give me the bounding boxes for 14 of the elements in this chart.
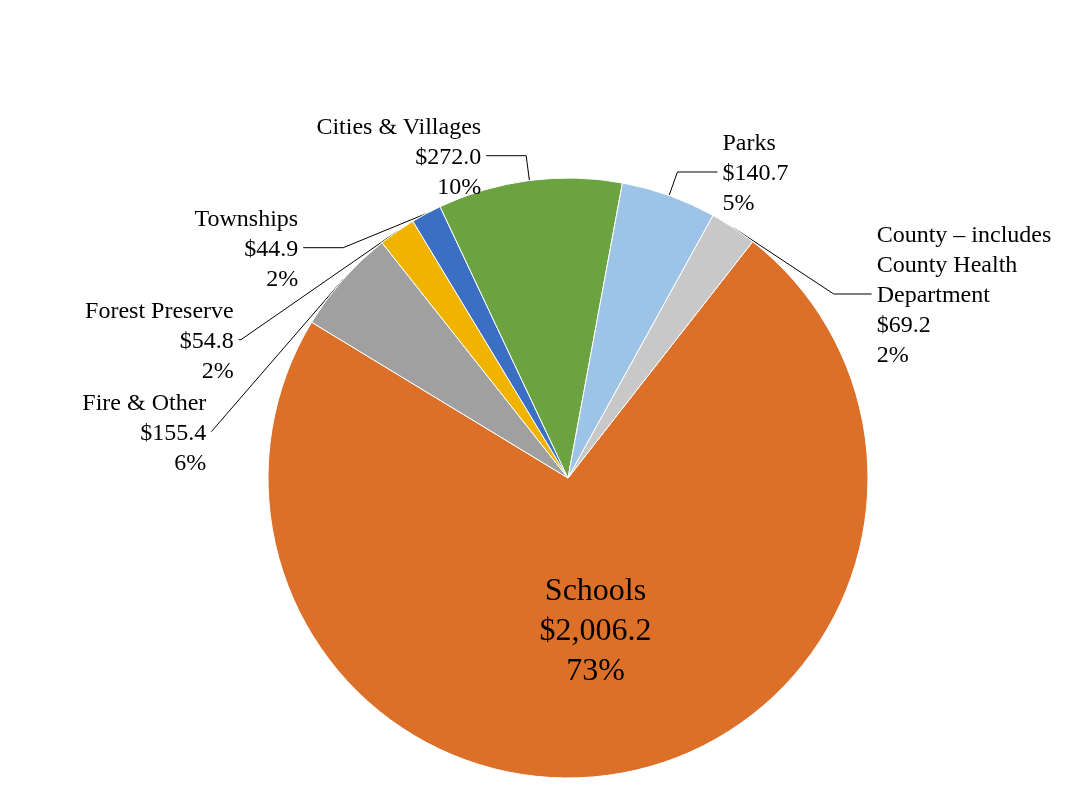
data-label: $54.8 2% — [179, 326, 234, 383]
data-label: $2,006.2 73% — [539, 610, 652, 687]
data-label: $44.9 2% — [244, 234, 299, 291]
slice-label: Forest Preserve — [85, 296, 234, 323]
slice-label: Cities & Villages — [316, 112, 482, 139]
slice-label: Townships — [194, 204, 299, 231]
data-label: $69.2 2% — [876, 311, 931, 367]
slice-label: Parks — [722, 129, 776, 155]
data-label: $272.0 10% — [415, 142, 482, 199]
slice-label: Schools — [544, 570, 647, 607]
slice-label: County – includes County Health Department — [876, 221, 1058, 307]
slice-label: Fire & Other — [82, 388, 207, 415]
data-label: $140.7 5% — [722, 159, 789, 215]
data-label: $155.4 6% — [140, 418, 207, 475]
